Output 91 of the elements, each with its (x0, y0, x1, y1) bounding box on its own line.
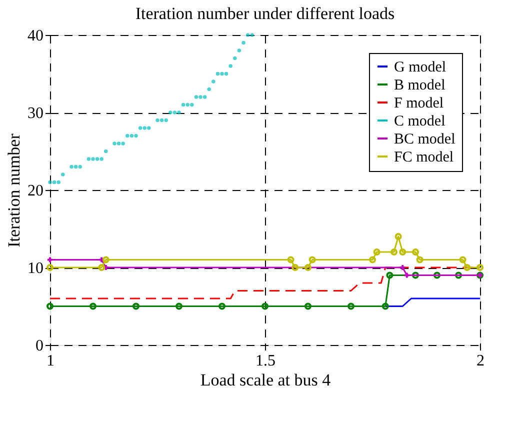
x-tick-label: 1 (46, 352, 54, 370)
point (172, 110, 177, 114)
point (399, 248, 406, 256)
legend-label: BC model (394, 132, 456, 148)
y-tick-label: 0 (36, 338, 44, 354)
point (220, 72, 224, 76)
point (382, 302, 389, 310)
y-axis-title: Iteration number (4, 133, 24, 248)
point (190, 102, 194, 107)
point (390, 248, 398, 256)
point (459, 256, 466, 264)
point (160, 118, 164, 122)
point (304, 302, 312, 310)
point (164, 118, 168, 122)
point (102, 256, 110, 264)
point (304, 264, 312, 271)
point (404, 272, 410, 278)
point (48, 180, 52, 184)
point (104, 149, 108, 154)
point (416, 256, 424, 264)
point (386, 272, 394, 279)
point (116, 142, 121, 146)
point (373, 248, 380, 256)
point (168, 110, 172, 114)
point (134, 134, 138, 138)
y-tick-label: 20 (28, 182, 44, 200)
point (78, 164, 82, 169)
point (177, 110, 181, 114)
point (86, 157, 91, 161)
point (434, 272, 440, 279)
point (198, 95, 202, 99)
point (464, 264, 471, 271)
point (194, 95, 198, 99)
point (246, 33, 250, 37)
point (237, 48, 242, 52)
point (186, 102, 190, 107)
point (400, 265, 406, 270)
point (100, 157, 104, 161)
point (132, 302, 140, 310)
point (126, 134, 130, 138)
point (308, 256, 316, 264)
point (52, 180, 56, 184)
point (262, 302, 268, 310)
point (56, 180, 60, 184)
point (242, 40, 246, 45)
x-axis-title: Load scale at bus 4 (200, 370, 332, 390)
legend-label: FC model (394, 150, 454, 166)
point (394, 233, 402, 240)
point (147, 126, 151, 130)
point (412, 248, 419, 256)
point (138, 126, 142, 130)
legend-label: B model (394, 78, 446, 94)
point (95, 157, 100, 161)
y-tick-label: 30 (28, 105, 44, 122)
legend-label: F model (394, 96, 444, 112)
point (74, 164, 78, 169)
point (348, 302, 354, 310)
point (216, 72, 220, 76)
chart-title: Iteration number under different loads (135, 4, 395, 23)
legend-label: C model (394, 114, 446, 130)
point (181, 102, 186, 107)
x-tick-label: 2 (476, 352, 484, 370)
point (142, 126, 146, 130)
point (48, 257, 52, 262)
point (70, 164, 74, 169)
point (61, 172, 65, 176)
point (224, 72, 228, 76)
point (156, 118, 160, 122)
point (412, 272, 419, 279)
point (228, 64, 232, 68)
legend-label: G model (394, 60, 446, 76)
point (218, 302, 226, 310)
point (90, 302, 96, 310)
point (130, 134, 134, 138)
point (455, 272, 462, 279)
point (233, 56, 237, 60)
point (207, 87, 211, 92)
point (369, 256, 376, 264)
point (98, 264, 106, 271)
point (112, 142, 116, 146)
point (250, 33, 254, 37)
point (287, 256, 294, 264)
point (91, 157, 95, 161)
y-tick-label: 10 (28, 260, 44, 277)
point (212, 80, 216, 84)
point (121, 142, 125, 146)
y-tick-label: 40 (28, 28, 44, 44)
point (176, 302, 182, 310)
x-tick-label: 1.5 (256, 352, 276, 370)
point (202, 95, 207, 99)
point (292, 264, 299, 271)
